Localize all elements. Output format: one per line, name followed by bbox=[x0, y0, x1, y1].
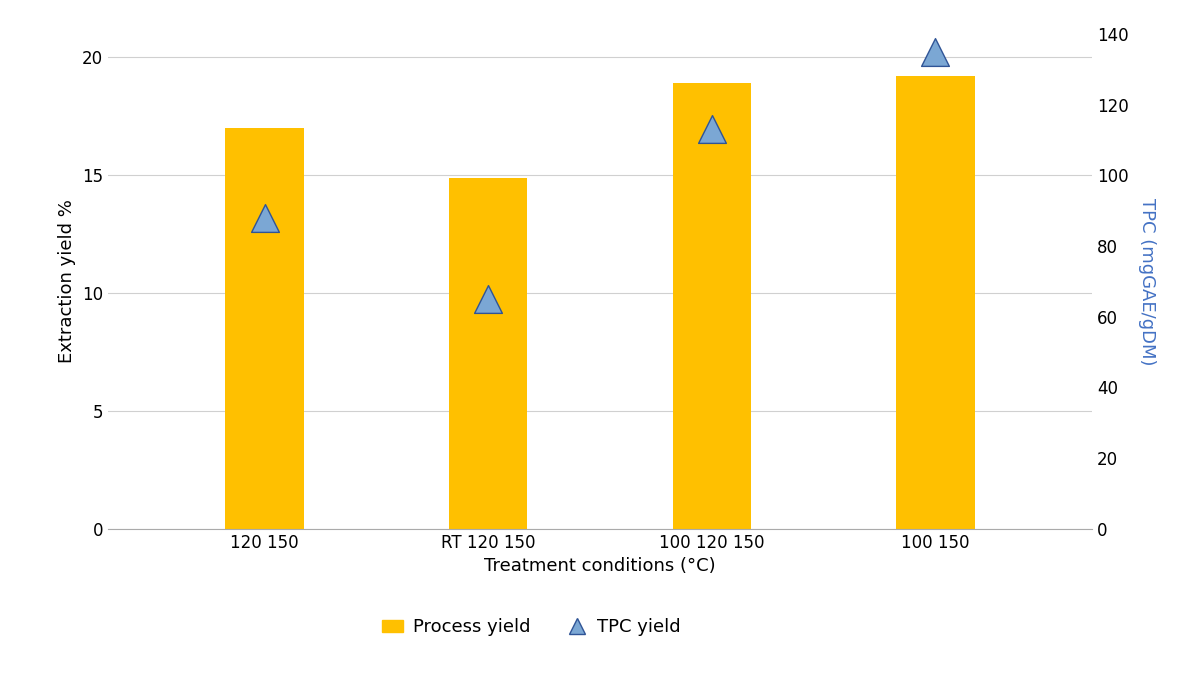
Y-axis label: TPC (mgGAE/gDM): TPC (mgGAE/gDM) bbox=[1139, 197, 1157, 365]
Point bbox=[479, 294, 498, 304]
Point bbox=[702, 124, 721, 135]
Y-axis label: Extraction yield %: Extraction yield % bbox=[59, 199, 77, 363]
Legend: Process yield, TPC yield: Process yield, TPC yield bbox=[374, 611, 688, 643]
Bar bbox=[896, 77, 974, 529]
Bar bbox=[449, 178, 527, 529]
Bar bbox=[226, 128, 304, 529]
X-axis label: Treatment conditions (°C): Treatment conditions (°C) bbox=[484, 557, 716, 575]
Point bbox=[926, 46, 946, 57]
Bar bbox=[673, 83, 751, 529]
Point bbox=[254, 212, 274, 223]
